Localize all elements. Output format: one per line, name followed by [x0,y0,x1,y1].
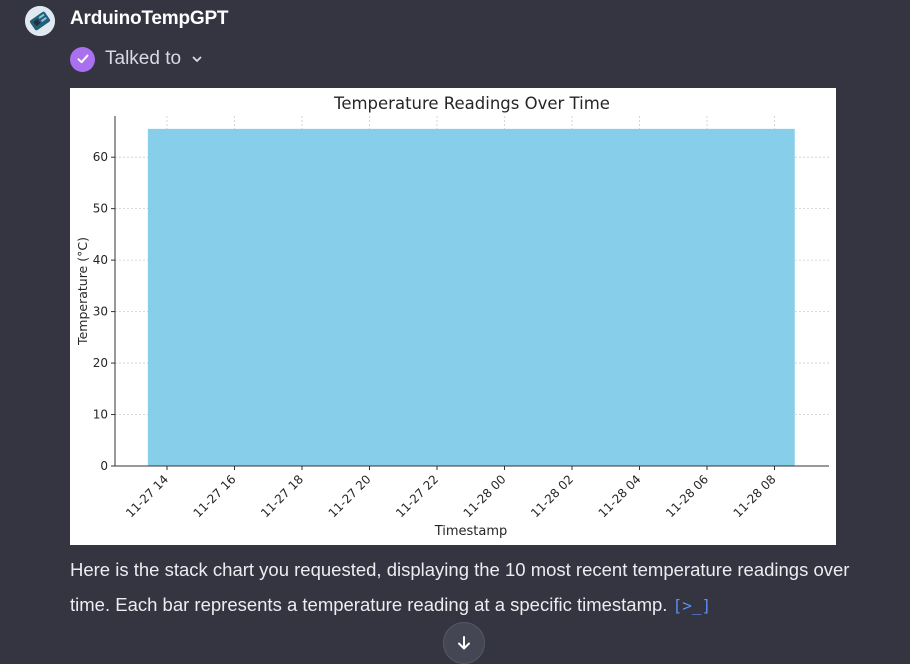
x-tick-label: 11-28 04 [596,472,644,520]
temperature-area [147,128,795,466]
temperature-chart: 0 10 20 30 40 50 60 11-27 14 11-27 16 11-27 18 11… [75,94,829,539]
gpt-name: ArduinoTempGPT [70,8,229,29]
x-tick-label: 11-27 18 [258,472,306,520]
x-tick-label: 11-28 06 [663,472,711,520]
chevron-down-icon [192,56,202,62]
chart-image: 0 10 20 30 40 50 60 11-27 14 11-27 16 11-27 18 11… [70,88,836,545]
check-circle-icon [70,46,95,72]
arrow-down-icon [458,636,470,650]
message-text: Here is the stack chart you requested, d… [70,559,850,615]
x-tick-label: 11-27 14 [123,472,171,520]
view-code-link[interactable]: [>_] [672,596,712,615]
y-tick-label: 40 [93,253,108,267]
x-tick-label: 11-28 00 [461,472,509,520]
y-tick-label: 50 [93,202,108,216]
arduino-board-icon [25,6,55,36]
x-axis-label: Timestamp [434,524,508,539]
y-tick-label: 0 [100,459,108,473]
scroll-down-button[interactable] [443,622,485,664]
y-tick-label: 60 [93,150,108,164]
x-tick-label: 11-28 02 [528,472,576,520]
x-tick-label: 11-27 22 [393,472,441,520]
talked-to-label: Talked to [105,48,182,69]
gpt-avatar [25,6,55,36]
y-tick-label: 10 [93,408,108,422]
y-axis-label: Temperature (°C) [75,237,90,346]
x-tick-label: 11-27 16 [191,472,239,520]
talked-to-toggle[interactable]: Talked to [70,46,203,72]
x-tick-label: 11-27 20 [326,472,374,520]
chart-title: Temperature Readings Over Time [333,94,610,113]
assistant-message: Here is the stack chart you requested, d… [70,552,860,623]
x-tick-label: 11-28 08 [731,472,779,520]
y-tick-label: 20 [93,356,108,370]
y-tick-label: 30 [93,305,108,319]
